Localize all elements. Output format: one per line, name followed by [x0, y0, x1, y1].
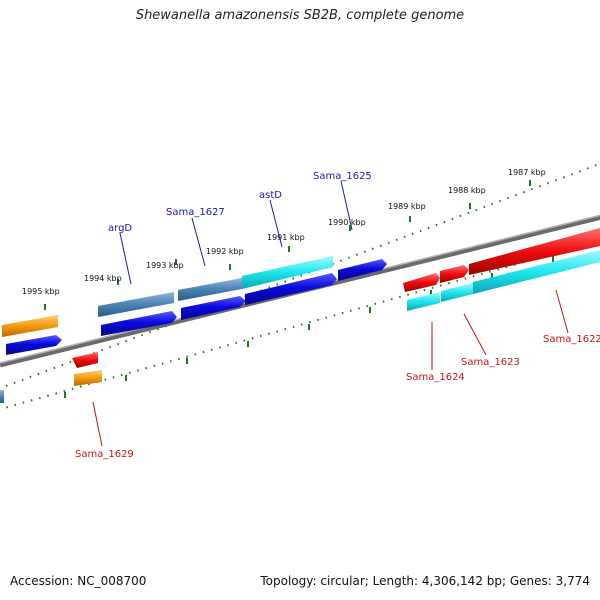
kbp-label: 1987 kbp — [508, 168, 546, 177]
gene-label-argD[interactable]: argD — [108, 223, 132, 234]
gene-blue[interactable] — [245, 273, 337, 305]
gene-blue[interactable] — [181, 296, 246, 320]
gene-orange[interactable] — [2, 315, 58, 337]
kbp-label: 1993 kbp — [146, 261, 184, 270]
kbp-label: 1994 kbp — [84, 274, 122, 283]
inner-tick-ring — [0, 239, 600, 411]
gene-red[interactable] — [403, 273, 440, 292]
gene-blue[interactable] — [6, 335, 62, 355]
gene-orange[interactable] — [74, 370, 102, 386]
gene-label-astD[interactable]: astD — [259, 190, 282, 201]
gene-cyan[interactable] — [441, 283, 473, 302]
gene-blue[interactable] — [101, 311, 177, 336]
gene-steelblue[interactable] — [178, 278, 242, 301]
gene-label-sama-1629[interactable]: Sama_1629 — [75, 449, 134, 460]
gene-label-sama-1622[interactable]: Sama_1622 — [543, 334, 600, 345]
accession-text: Accession: NC_008700 — [10, 574, 147, 588]
forward-upper-track — [2, 228, 600, 337]
gene-label-sama-1625[interactable]: Sama_1625 — [313, 171, 372, 182]
kbp-label: 1991 kbp — [267, 233, 305, 242]
gene-cyan[interactable] — [242, 256, 333, 289]
reverse-track — [0, 250, 600, 403]
topology-text: Topology: circular; Length: 4,306,142 bp… — [260, 574, 590, 588]
label-leaders — [92, 180, 569, 447]
forward-lower-track — [6, 259, 387, 355]
outer-major-ticks — [44, 180, 531, 310]
kbp-label: 1989 kbp — [388, 202, 426, 211]
gene-red[interactable] — [469, 228, 600, 275]
kbp-label: 1990 kbp — [328, 218, 366, 227]
gene-red[interactable] — [440, 265, 469, 283]
gene-label-sama-1627[interactable]: Sama_1627 — [166, 207, 225, 218]
gene-label-sama-1624[interactable]: Sama_1624 — [406, 372, 465, 383]
gene-steelblue[interactable] — [98, 292, 174, 317]
gene-label-sama-1623[interactable]: Sama_1623 — [461, 357, 520, 368]
gene-red[interactable] — [72, 352, 98, 368]
gene-cyan[interactable] — [407, 292, 440, 311]
kbp-label: 1992 kbp — [206, 247, 244, 256]
kbp-label: 1995 kbp — [22, 287, 60, 296]
gene-blue[interactable] — [338, 259, 387, 281]
gene-steelblue[interactable] — [0, 390, 4, 403]
kbp-label: 1988 kbp — [448, 186, 486, 195]
gene-cyan[interactable] — [473, 250, 600, 294]
map-title: Shewanella amazonensis SB2B, complete ge… — [135, 8, 465, 23]
